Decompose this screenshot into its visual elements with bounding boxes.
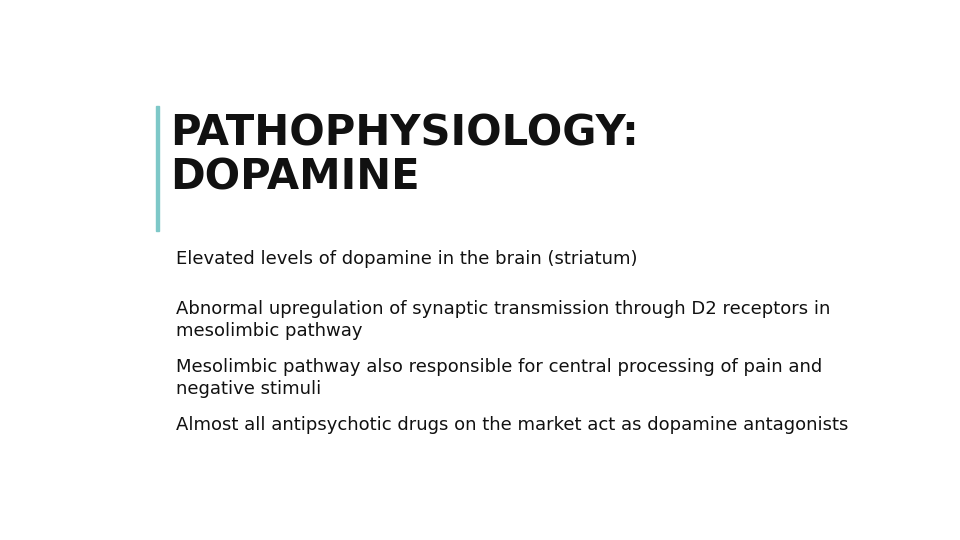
Text: Abnormal upregulation of synaptic transmission through D2 receptors in
mesolimbi: Abnormal upregulation of synaptic transm…: [176, 300, 830, 340]
Text: PATHOPHYSIOLOGY:
DOPAMINE: PATHOPHYSIOLOGY: DOPAMINE: [171, 113, 639, 198]
Bar: [156, 106, 159, 231]
Text: Almost all antipsychotic drugs on the market act as dopamine antagonists: Almost all antipsychotic drugs on the ma…: [176, 416, 849, 434]
Text: Mesolimbic pathway also responsible for central processing of pain and
negative : Mesolimbic pathway also responsible for …: [176, 358, 822, 398]
Text: Elevated levels of dopamine in the brain (striatum): Elevated levels of dopamine in the brain…: [176, 250, 637, 268]
